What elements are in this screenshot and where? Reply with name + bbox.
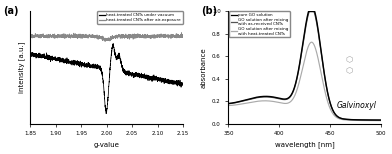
Text: ⬡
⬡: ⬡ ⬡	[345, 56, 353, 75]
X-axis label: g-value: g-value	[94, 142, 120, 148]
Text: Galvinoxyl: Galvinoxyl	[337, 101, 377, 110]
Y-axis label: intensity [a.u.]: intensity [a.u.]	[18, 42, 25, 93]
Y-axis label: absorbance: absorbance	[200, 47, 207, 88]
X-axis label: wavelength [nm]: wavelength [nm]	[275, 142, 335, 148]
Legend: pure GO solution, GO solution after mixing
with as-received CNTs, GO solution af: pure GO solution, GO solution after mixi…	[229, 11, 290, 37]
Legend: heat-treated CNTs under vacuum, heat-treated CNTs after air-exposure: heat-treated CNTs under vacuum, heat-tre…	[97, 11, 183, 24]
Text: (a): (a)	[3, 6, 18, 16]
Text: (b): (b)	[201, 6, 217, 16]
